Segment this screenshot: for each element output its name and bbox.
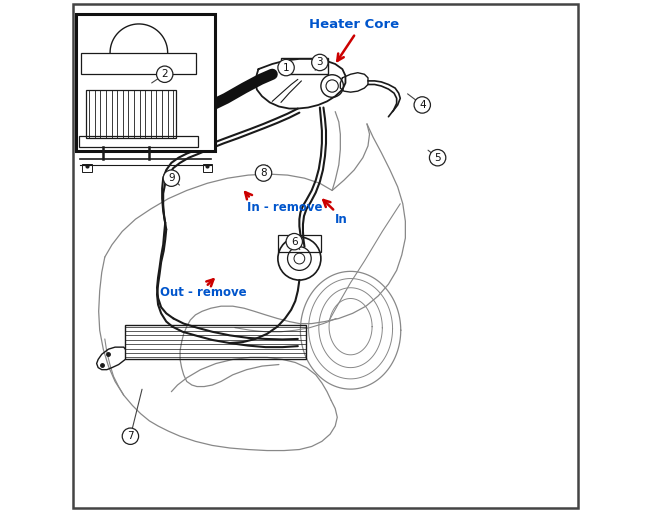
Circle shape [256, 165, 272, 181]
Text: Heater Core: Heater Core [309, 18, 399, 31]
Bar [86, 90, 176, 138]
Text: 3: 3 [316, 57, 323, 68]
Text: 9: 9 [168, 173, 175, 183]
Text: In: In [335, 212, 348, 226]
Text: 1: 1 [283, 62, 289, 73]
Bar [76, 14, 215, 151]
Circle shape [286, 233, 303, 250]
Bar [125, 325, 306, 359]
Bar [82, 53, 196, 74]
Circle shape [278, 59, 294, 76]
Bar [281, 58, 328, 74]
Bar [79, 136, 198, 147]
Text: 8: 8 [260, 168, 267, 178]
Bar [278, 235, 321, 252]
Bar [203, 164, 212, 172]
Circle shape [414, 97, 430, 113]
Circle shape [430, 150, 446, 166]
Bar [82, 164, 91, 172]
Text: 5: 5 [434, 153, 441, 163]
Text: 2: 2 [162, 69, 168, 79]
Circle shape [156, 66, 173, 82]
Text: 7: 7 [127, 431, 134, 441]
Circle shape [163, 170, 179, 186]
Text: Out - remove: Out - remove [160, 286, 246, 300]
Text: 6: 6 [291, 237, 297, 247]
Circle shape [122, 428, 139, 444]
Circle shape [312, 54, 328, 71]
Text: In - remove: In - remove [246, 201, 322, 214]
Text: 4: 4 [419, 100, 426, 110]
